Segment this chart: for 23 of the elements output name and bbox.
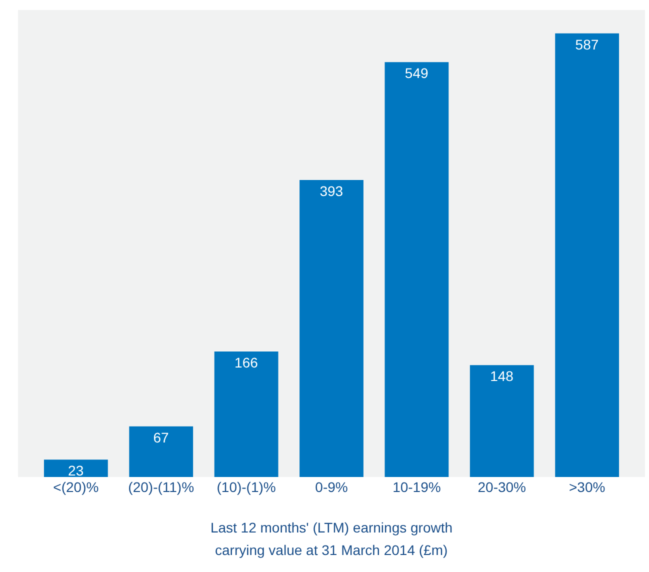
text: carrying value at 31 March 2014 (£m) — [215, 542, 448, 558]
x-tick-label: 0-9% — [315, 479, 348, 495]
data-label: 166 — [234, 354, 258, 371]
data-label: 67 — [153, 429, 170, 446]
bar — [214, 352, 278, 477]
bar — [470, 365, 534, 477]
x-tick-label: (10)-(1)% — [216, 479, 276, 495]
x-tick-label: 10-19% — [392, 479, 441, 495]
x-axis-title: Last 12 months' (LTM) earnings growth — [210, 519, 453, 536]
bar — [129, 426, 194, 477]
bar — [44, 460, 108, 477]
bar — [555, 33, 620, 477]
data-label: 23 — [68, 462, 84, 479]
data-label: 393 — [320, 182, 344, 199]
bar — [300, 180, 364, 477]
x-tick-label: (20)-(11)% — [128, 479, 194, 495]
bar — [384, 62, 449, 477]
data-label: 587 — [575, 36, 599, 52]
data-label: 148 — [490, 368, 514, 384]
data-label: 549 — [404, 65, 428, 82]
x-tick-label: <(20)% — [53, 479, 99, 495]
x-tick-label: >30% — [568, 479, 606, 495]
x-tick-label: 20-30% — [478, 479, 526, 495]
